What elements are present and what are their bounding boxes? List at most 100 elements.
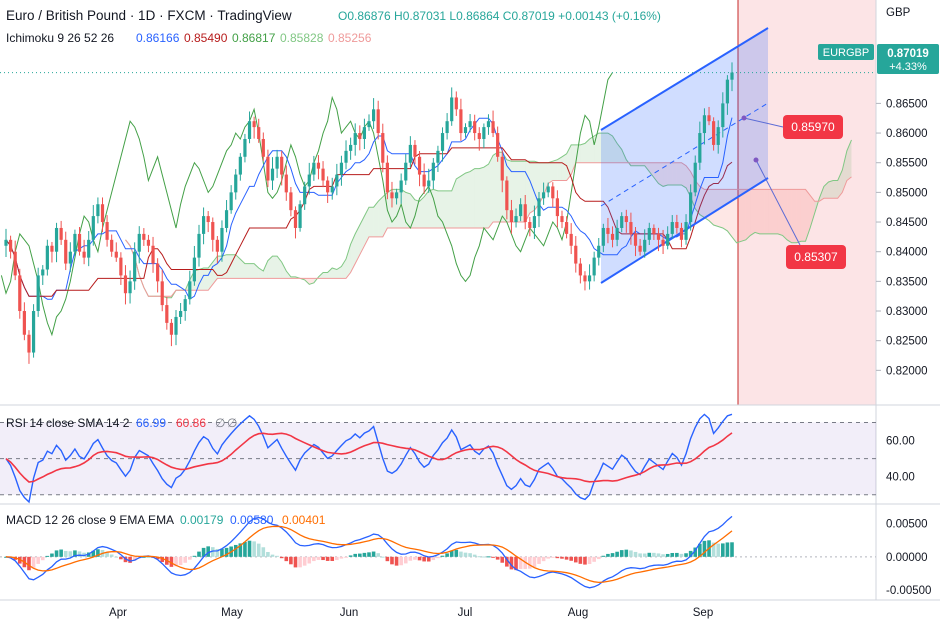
cloud-segment	[369, 207, 374, 237]
cloud-segment	[741, 189, 746, 242]
candle-body	[321, 168, 325, 181]
candle-body	[399, 180, 403, 193]
channel-upper-badge[interactable]	[783, 115, 843, 139]
cloud-segment	[244, 263, 250, 279]
macd-histogram-bar	[509, 556, 514, 570]
macd-histogram-bar	[31, 556, 36, 569]
cloud-segment	[649, 162, 654, 178]
cloud-segment	[810, 195, 815, 228]
candle-body	[91, 216, 95, 240]
macd-histogram-bar	[206, 546, 210, 557]
candle-body	[385, 162, 389, 193]
badge-connector-upper	[743, 117, 784, 128]
macd-histogram-bar	[197, 551, 201, 557]
macd-histogram-bar	[96, 549, 100, 557]
time-axis-label: Jul	[458, 607, 473, 619]
macd-histogram-bar	[716, 543, 721, 557]
cloud-segment	[548, 161, 553, 184]
macd-histogram-bar	[578, 556, 583, 564]
macd-histogram-bar	[394, 556, 399, 566]
plot-background	[0, 0, 876, 625]
candle-body	[41, 269, 45, 276]
macd-histogram-bar	[399, 556, 403, 566]
macd-histogram-bar	[642, 553, 647, 557]
ichimoku-lagging-value: 0.86817	[232, 31, 276, 45]
macd-histogram-bar	[514, 556, 518, 571]
cloud-segment	[630, 162, 636, 166]
candle-body	[73, 233, 77, 252]
price-tick-label: 0.84000	[886, 247, 928, 259]
candle-body	[206, 216, 210, 223]
cloud-segment	[240, 259, 245, 279]
candle-body	[266, 156, 270, 181]
macd-histogram-bar	[472, 554, 477, 557]
macd-histogram-bar	[321, 556, 325, 561]
cloud-segment	[483, 164, 489, 228]
lagging-span-line	[0, 72, 613, 337]
candle-body	[114, 251, 118, 258]
cloud-segment	[474, 168, 480, 228]
cloud-segment	[281, 262, 287, 279]
price-tick-label: 0.82000	[886, 365, 928, 377]
candle-body	[330, 186, 334, 193]
candle-body	[698, 133, 702, 163]
candle-body	[371, 109, 376, 122]
candle-body	[587, 275, 592, 282]
cloud-segment	[327, 268, 333, 279]
candle-body	[707, 115, 711, 122]
ichimoku-label[interactable]: Ichimoku 9 26 52 26	[6, 31, 114, 45]
macd-histogram-bar	[721, 543, 725, 557]
macd-histogram-bar	[454, 549, 459, 557]
candle-body	[280, 156, 284, 175]
rsi-label[interactable]: RSI 14 close SMA 14 2	[6, 416, 130, 430]
macd-histogram-bar	[532, 556, 537, 567]
macd-histogram-bar	[638, 553, 642, 557]
candle-body	[22, 311, 26, 335]
cloud-segment	[323, 272, 328, 279]
candle-body	[349, 144, 353, 151]
macd-histogram-bar	[725, 542, 730, 557]
macd-histogram-bar	[408, 556, 413, 561]
cloud-segment	[777, 189, 783, 236]
candle-body	[284, 174, 288, 193]
macd-histogram-bar	[316, 556, 321, 560]
macd-histogram-bar	[647, 552, 652, 557]
cloud-segment	[842, 150, 847, 193]
cloud-segment	[332, 268, 337, 279]
price-tick-label: 0.82500	[886, 336, 928, 348]
channel-lower-badge[interactable]	[786, 245, 846, 269]
macd-histogram-bar	[91, 550, 96, 557]
macd-histogram-bar	[266, 551, 270, 557]
candle-body	[146, 239, 151, 246]
macd-histogram-bar	[573, 556, 578, 563]
candle-body	[215, 239, 219, 252]
price-tick-label: 0.83000	[886, 306, 928, 318]
price-tick-label: 0.86000	[886, 128, 928, 140]
macd-label[interactable]: MACD 12 26 close 9 EMA EMA	[6, 513, 174, 527]
cloud-segment	[800, 189, 806, 242]
price-tick-label: 0.85500	[886, 158, 928, 170]
cloud-segment	[263, 260, 268, 279]
cloud-segment	[511, 161, 517, 223]
macd-histogram-bar	[279, 556, 284, 559]
macd-histogram-bar	[155, 556, 160, 560]
candle-body	[128, 281, 132, 294]
macd-histogram-bar	[183, 556, 188, 563]
macd-histogram-bar	[289, 556, 293, 565]
candle-body	[238, 156, 242, 175]
candle-body	[96, 204, 100, 217]
leading-span-b	[125, 162, 852, 297]
cloud-segment	[667, 162, 673, 185]
cloud-segment	[791, 189, 797, 243]
macd-histogram-bar	[261, 547, 266, 557]
cloud-segment	[745, 189, 751, 240]
cloud-segment	[451, 179, 457, 228]
cloud-segment	[846, 139, 852, 181]
macd-histogram-bar	[252, 541, 256, 557]
macd-histogram-bar	[233, 544, 238, 557]
macd-signal-value: 0.00401	[282, 513, 326, 527]
time-axis-label: Sep	[693, 607, 713, 619]
macd-histogram-bar	[518, 556, 523, 570]
candle-body	[77, 233, 82, 252]
